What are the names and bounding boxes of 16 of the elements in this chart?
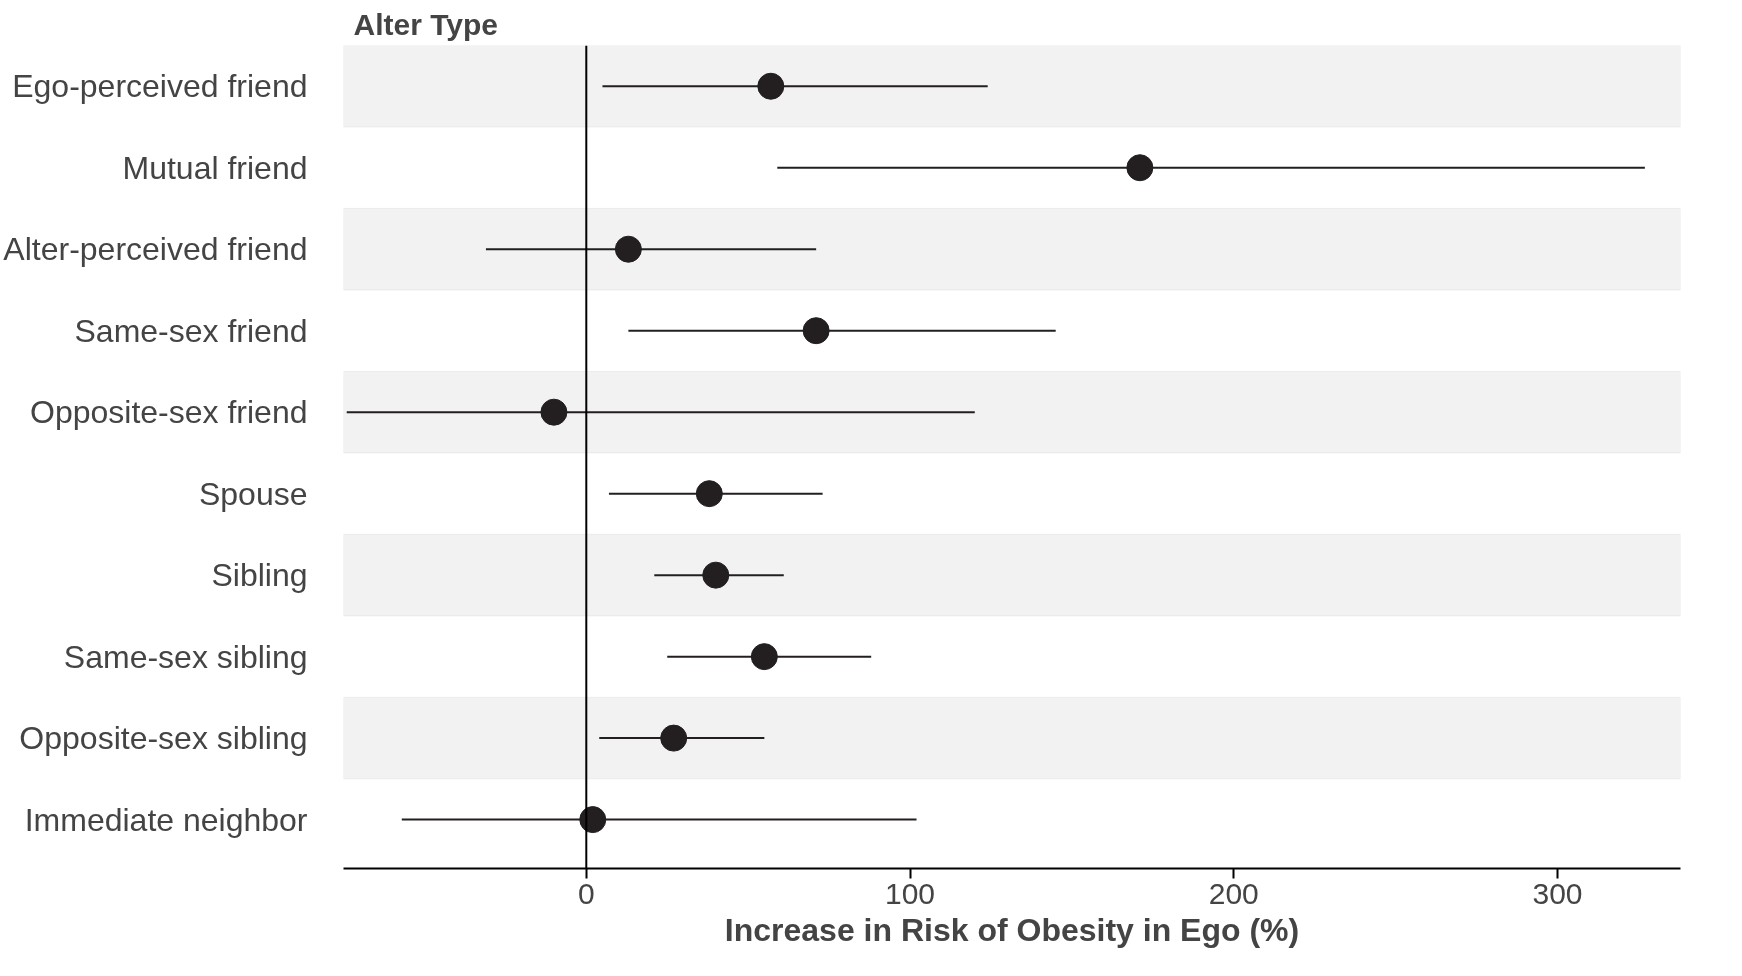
x-tick-label: 300 [1532, 876, 1583, 910]
y-tick-label: Ego-perceived friend [12, 68, 308, 105]
y-tick-label: Sibling [211, 557, 308, 594]
x-tick-label: 0 [577, 876, 595, 910]
chart-title: Alter Type [353, 7, 498, 41]
x-axis-title: Increase in Risk of Obesity in Ego (%) [724, 911, 1300, 948]
y-tick-label: Opposite-sex friend [30, 394, 308, 431]
y-tick-label: Alter-perceived friend [3, 231, 308, 268]
x-tick-label: 100 [885, 876, 936, 910]
y-tick-label: Same-sex sibling [63, 638, 308, 675]
x-tick-label: 200 [1208, 876, 1259, 910]
y-tick-label: Immediate neighbor [24, 801, 308, 838]
y-tick-label: Spouse [198, 475, 308, 512]
y-tick-label: Mutual friend [122, 149, 308, 186]
y-tick-label: Opposite-sex sibling [19, 720, 308, 757]
y-tick-label: Same-sex friend [74, 312, 308, 349]
